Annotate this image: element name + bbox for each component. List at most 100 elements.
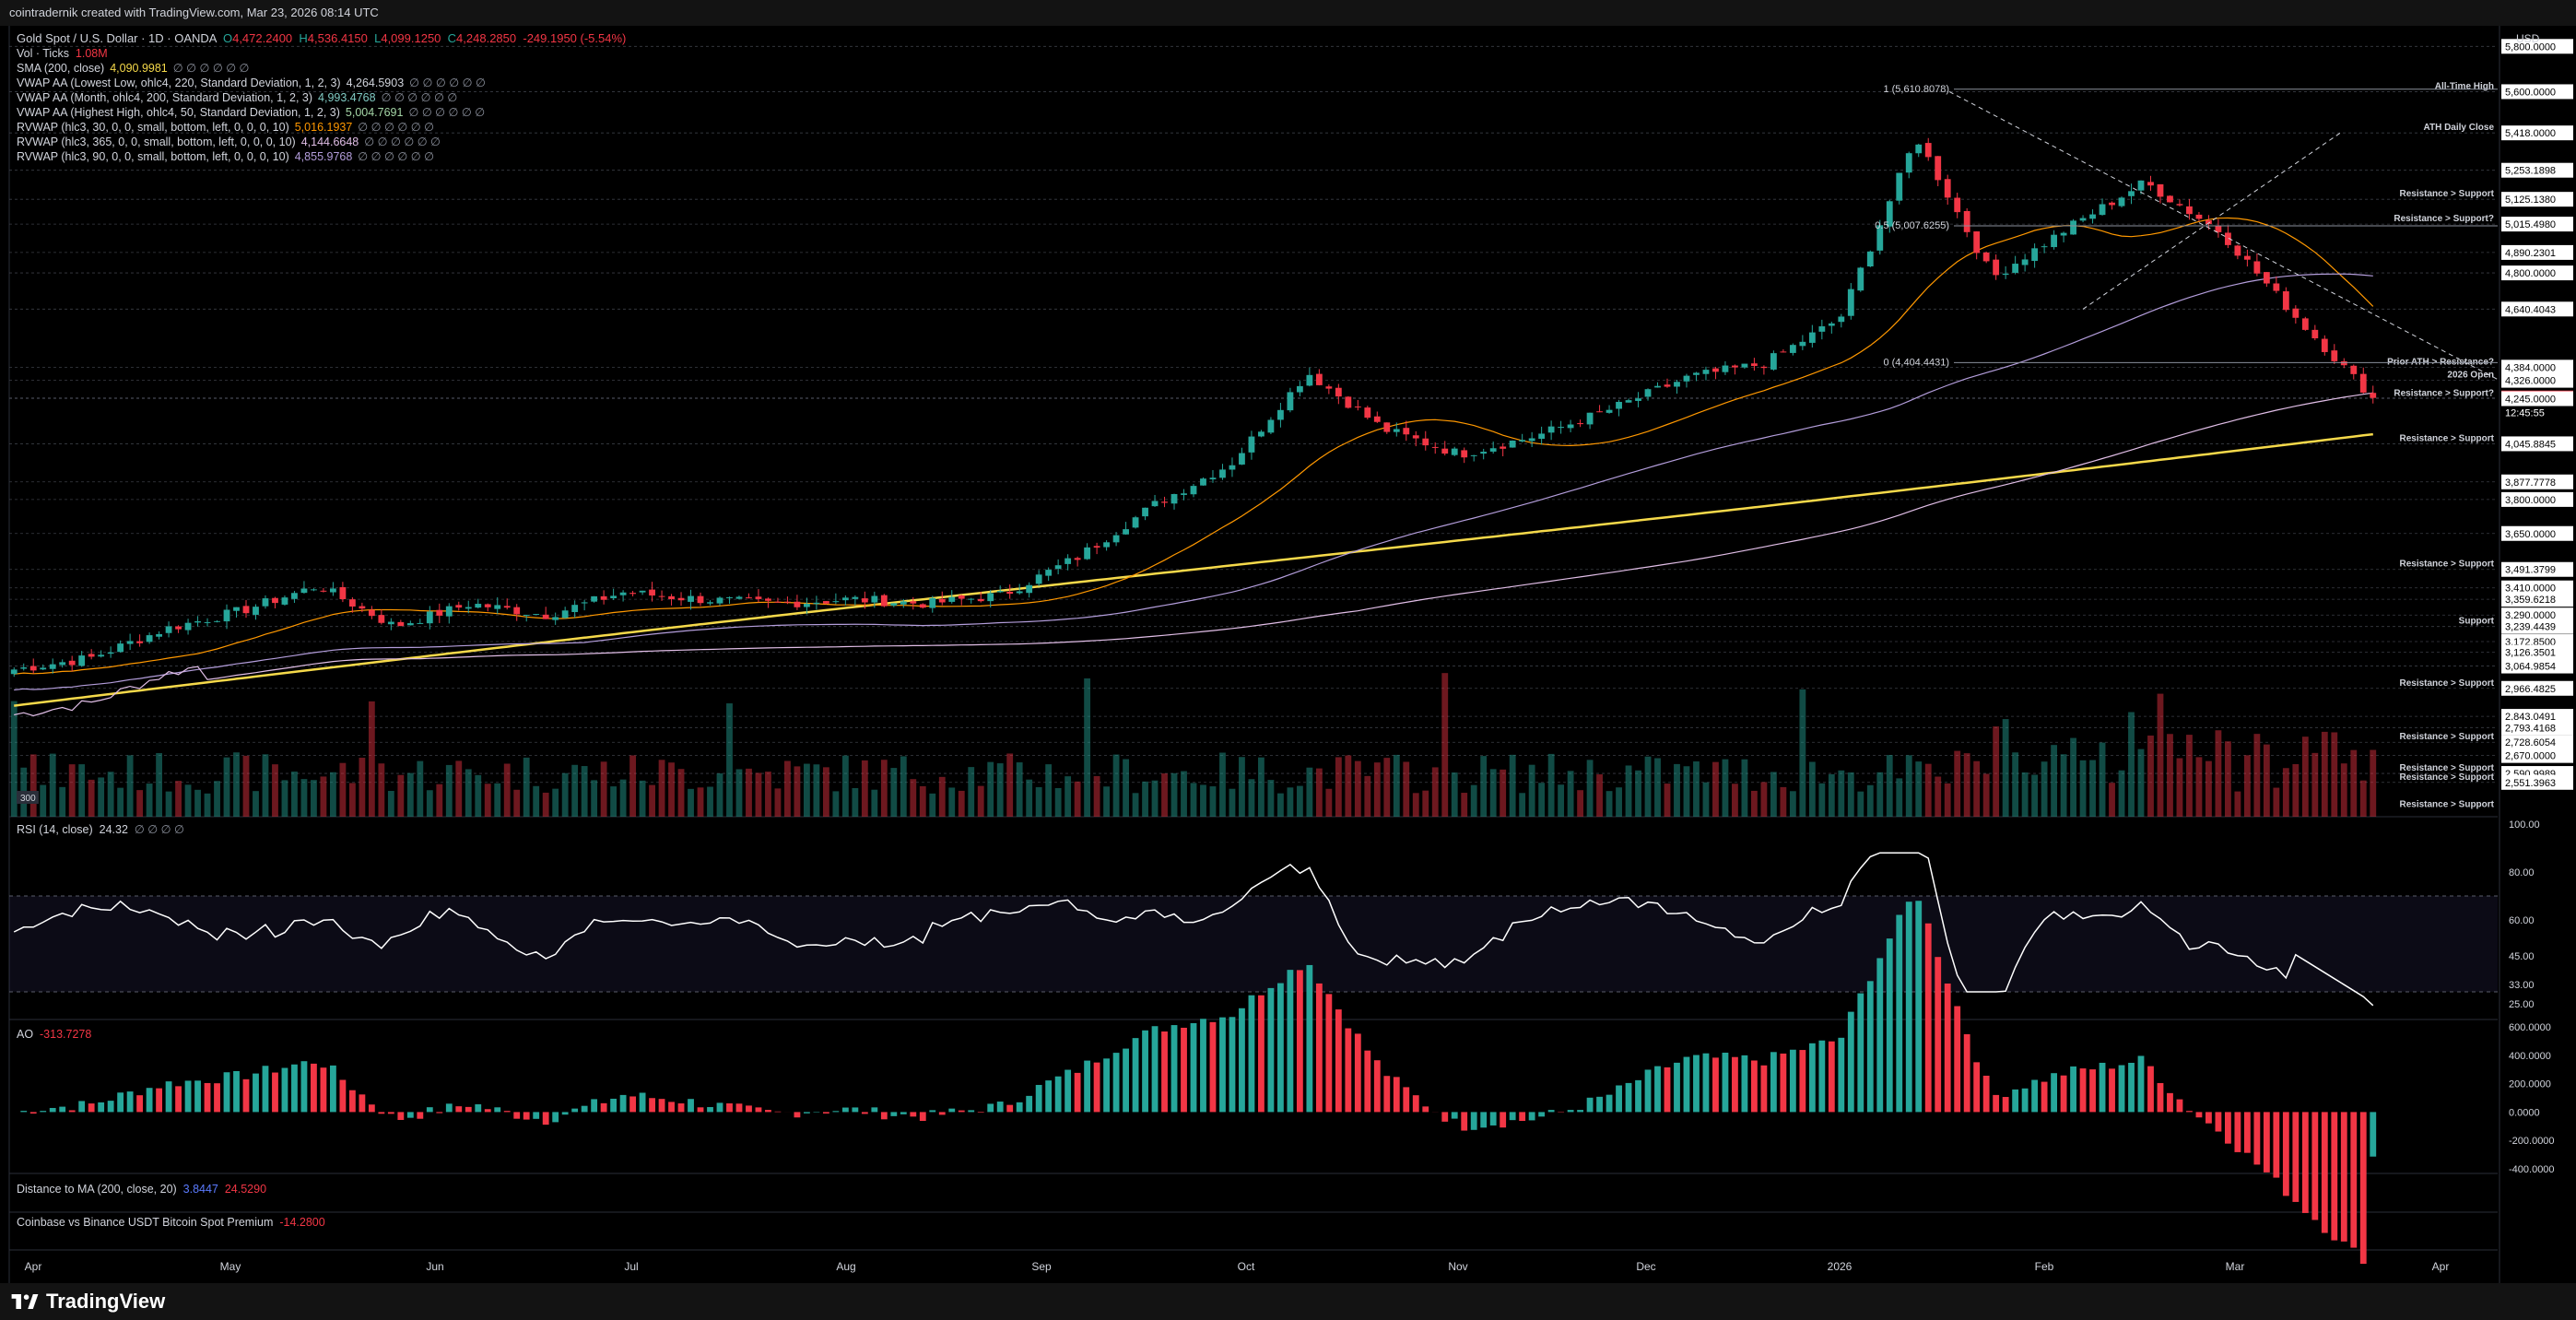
legend-volume[interactable]: Vol · Ticks 1.08M (17, 46, 626, 61)
price-tick: 4,640.4043 (2505, 304, 2556, 315)
volume-bar (1606, 791, 1613, 817)
legend-indicator-row[interactable]: VWAP AA (Month, ohlc4, 200, Standard Dev… (17, 90, 626, 105)
price-tag (2501, 607, 2573, 623)
level-label: 2026 Open (2447, 371, 2494, 381)
volume-bar (746, 768, 752, 817)
distance-ma-legend[interactable]: Distance to MA (200, close, 20) 3.8447 2… (17, 1183, 266, 1196)
candle-body (1750, 363, 1758, 367)
volume-bar (204, 793, 211, 817)
candle-body (194, 620, 201, 623)
candle-body (1664, 384, 1671, 387)
price-tag (2501, 580, 2573, 595)
candle-body (2147, 182, 2154, 186)
horizontal-levels (9, 45, 2498, 784)
ao-bar (262, 1066, 269, 1113)
ao-bar (2331, 1112, 2338, 1241)
price-axis[interactable]: 5,800.0000 5,600.0000 5,418.0000 5,253.1898… (2501, 32, 2573, 790)
rsi-legend[interactable]: RSI (14, close) 24.32 ∅ ∅ ∅ ∅ (17, 822, 184, 836)
price-tag (2501, 561, 2573, 577)
candle-body (1693, 372, 1700, 375)
volume-bar (1296, 785, 1303, 817)
ao-bar (958, 1110, 965, 1113)
legend-indicator-row[interactable]: RVWAP (hlc3, 365, 0, 0, small, bottom, l… (17, 135, 626, 149)
volume-bar (2243, 755, 2251, 817)
volume-bar (156, 753, 163, 817)
ao-bar (494, 1107, 501, 1113)
chart-svg[interactable]: All-Time High ATH Daily Close Resistance >… (0, 26, 2576, 1283)
currency-label: USD (2516, 32, 2540, 45)
price-tick: 5,125.1380 (2505, 194, 2556, 206)
descending-trendline (1948, 91, 2499, 381)
ao-bar (465, 1106, 472, 1113)
candle-body (2002, 273, 2009, 276)
chart-area[interactable]: All-Time High ATH Daily Close Resistance >… (0, 26, 2576, 1283)
ao-bar (165, 1081, 172, 1113)
price-tick: 3,800.0000 (2505, 495, 2556, 506)
volume-bar (677, 769, 685, 817)
candle-body (1229, 465, 1236, 470)
volume-bar (1403, 761, 1410, 817)
legend-indicator-row[interactable]: SMA (200, close) 4,090.9981 ∅ ∅ ∅ ∅ ∅ ∅ (17, 61, 626, 76)
candle-body (2301, 318, 2309, 330)
time-axis[interactable]: Apr May Jun Jul Aug Sep Oct Nov Dec 2026 Feb Mar Apr (25, 1260, 2450, 1273)
ao-bar (146, 1088, 153, 1113)
trendline-drawings[interactable] (1948, 91, 2499, 381)
volume-bar (1567, 771, 1574, 817)
price-tick: 3,064.9854 (2505, 662, 2556, 673)
volume-bar (1267, 780, 1275, 817)
legend-symbol-row[interactable]: Gold Spot / U.S. Dollar · 1D · OANDA O4,… (17, 31, 627, 45)
ao-legend[interactable]: AO -313.7278 (17, 1028, 91, 1041)
candle-body (688, 595, 694, 602)
symbol-name[interactable]: Gold Spot / U.S. Dollar · 1D · OANDA (17, 31, 217, 45)
candle-body (2021, 259, 2029, 265)
tradingview-logo[interactable]: TradingView (11, 1290, 165, 1314)
premium-value: -14.2800 (279, 1216, 325, 1229)
candle-body (1403, 428, 1410, 435)
volume-bar (368, 701, 375, 817)
ao-bar (1866, 981, 1874, 1113)
ao-label: AO (17, 1028, 34, 1041)
indicator-label: SMA (200, close) (17, 62, 105, 75)
candle-body (1209, 477, 1217, 480)
volume-bar (1306, 767, 1313, 817)
volume-bar (619, 779, 627, 817)
ao-bar (1084, 1060, 1091, 1113)
volume-bar (1258, 757, 1264, 817)
ao-bar (2321, 1112, 2328, 1233)
ao-bar (1876, 958, 1884, 1113)
volume-bar (1489, 769, 1497, 817)
legend-indicator-row[interactable]: VWAP AA (Lowest Low, ohlc4, 220, Standar… (17, 76, 626, 90)
volume-bar (1112, 754, 1120, 817)
candle-body (1335, 387, 1342, 397)
candle-body (523, 615, 530, 617)
candle-body (1142, 507, 1148, 517)
ao-bar (2089, 1069, 2096, 1113)
volume-bar (445, 764, 453, 817)
candle-body (281, 597, 288, 605)
volume-bar (503, 763, 511, 817)
volume-bar (1625, 765, 1632, 817)
ao-bar (40, 1111, 47, 1113)
legend-indicator-row[interactable]: RVWAP (hlc3, 90, 0, 0, small, bottom, le… (17, 149, 626, 164)
level-label: Resistance > Support (2399, 189, 2494, 199)
candle-body (1876, 225, 1884, 251)
candle-body (803, 603, 810, 607)
volume-bar (2176, 758, 2183, 817)
volume-bar (2359, 780, 2367, 817)
volume-bar (735, 769, 743, 817)
ao-bar (774, 1111, 782, 1113)
candle-body (2311, 329, 2319, 339)
candle-body (2089, 214, 2096, 219)
volume-value: 1.08M (75, 47, 108, 60)
legend-indicator-row[interactable]: VWAP AA (Highest High, ohlc4, 50, Standa… (17, 105, 626, 120)
ao-bar (300, 1061, 308, 1113)
ao-bar (1770, 1052, 1777, 1113)
ao-bar (1345, 1028, 1352, 1113)
candle-body (900, 601, 907, 605)
legend-indicator-row[interactable]: RVWAP (hlc3, 30, 0, 0, small, bottom, le… (17, 120, 626, 135)
premium-legend[interactable]: Coinbase vs Binance USDT Bitcoin Spot Pr… (17, 1216, 325, 1229)
indicator-label: VWAP AA (Month, ohlc4, 200, Standard Dev… (17, 91, 313, 104)
candle-body (40, 667, 47, 670)
volume-bar (1828, 773, 1835, 817)
volume-bar (484, 784, 491, 817)
